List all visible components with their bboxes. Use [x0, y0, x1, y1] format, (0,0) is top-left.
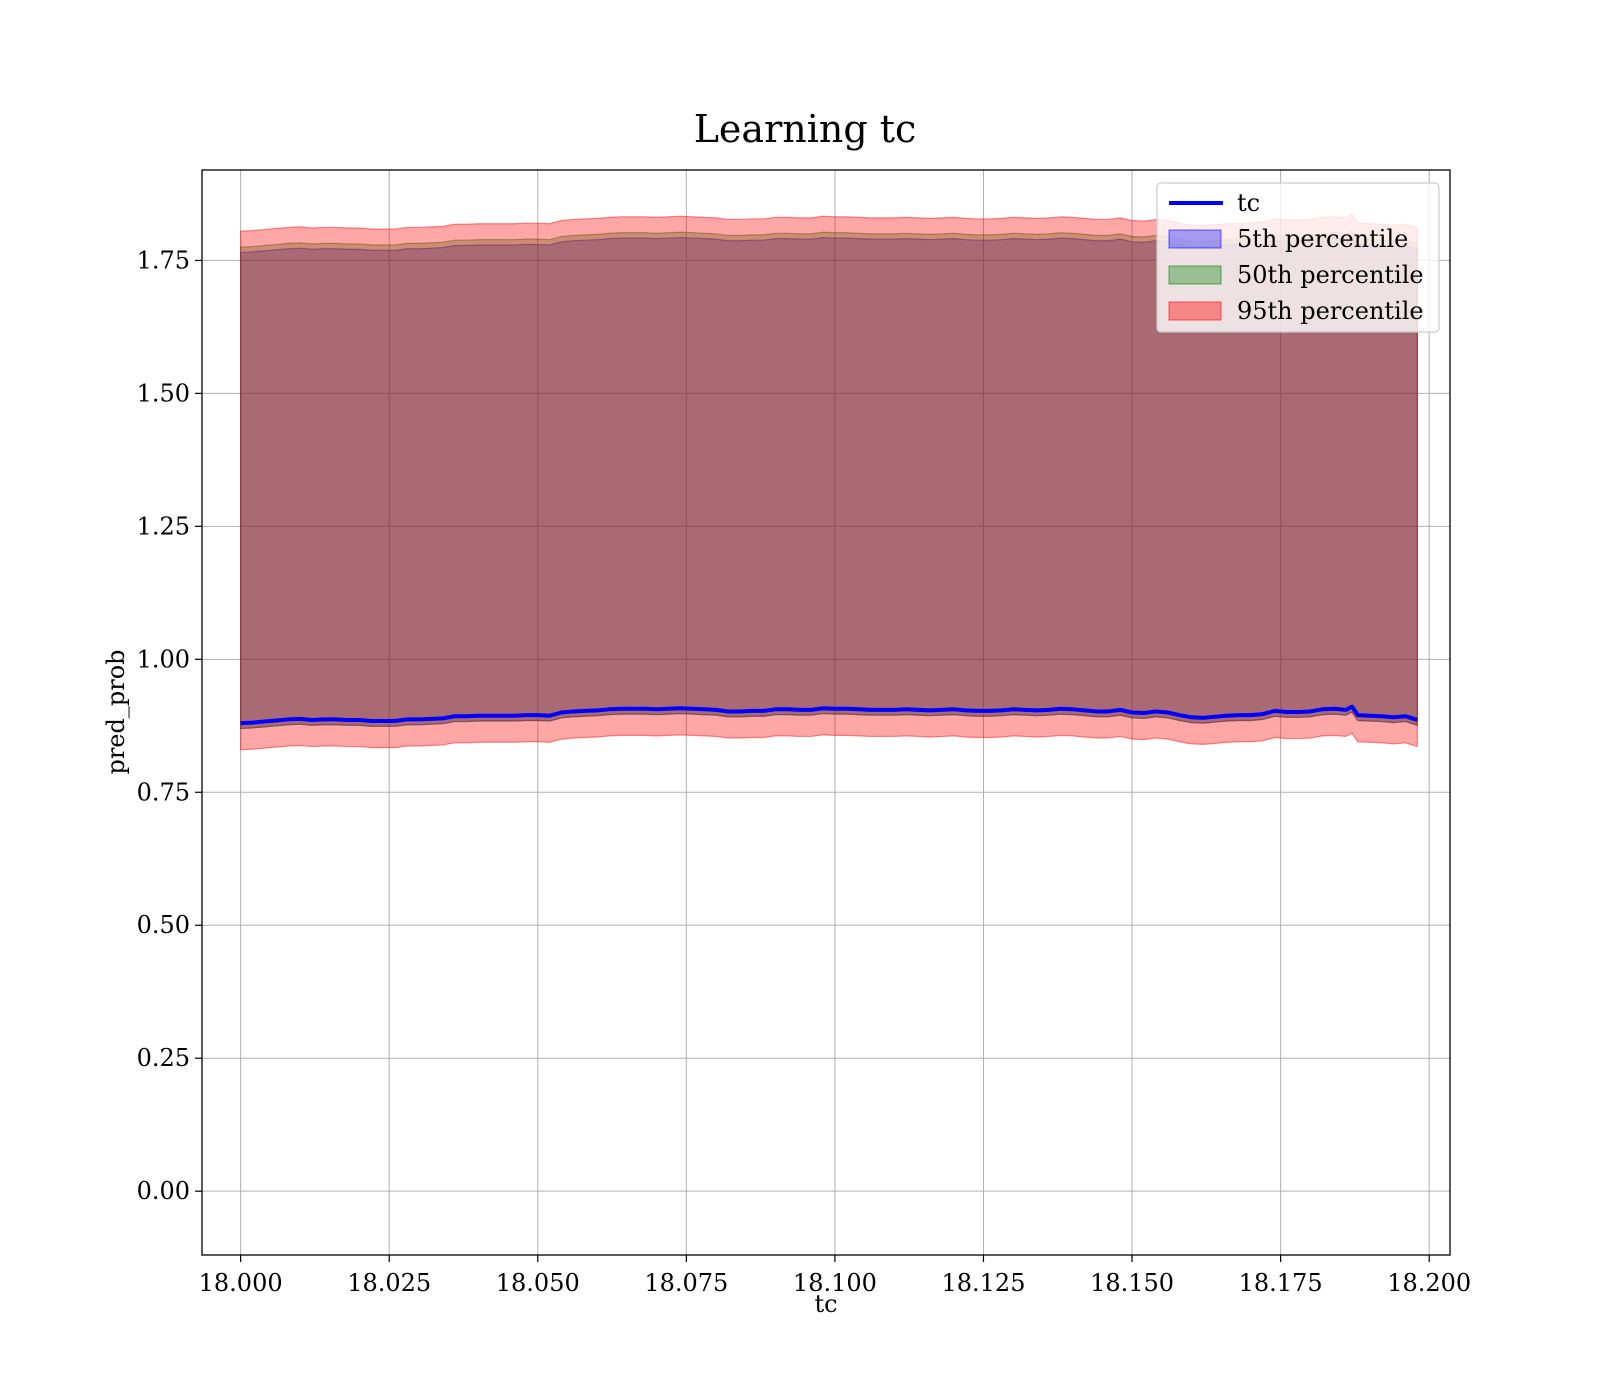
x-tick-label: 18.150	[1090, 1269, 1174, 1297]
y-tick-label: 1.50	[137, 379, 190, 407]
legend-label: 50th percentile	[1237, 261, 1424, 289]
y-tick-label: 0.25	[137, 1044, 190, 1072]
band-5th-percentile	[240, 235, 1418, 730]
x-tick-label: 18.025	[347, 1269, 431, 1297]
y-axis-ticks: 0.00 0.25 0.50 0.75 1.00 1.25 1.50 1.75	[137, 246, 202, 1205]
band-95th-percentile	[240, 213, 1418, 751]
x-tick-label: 18.200	[1387, 1269, 1471, 1297]
y-tick-label: 0.50	[137, 911, 190, 939]
y-tick-label: 1.75	[137, 246, 190, 274]
y-tick-label: 1.25	[137, 512, 190, 540]
plot-area	[202, 170, 1450, 1255]
y-axis-label: pred_prob	[102, 649, 130, 774]
x-tick-label: 18.125	[941, 1269, 1025, 1297]
plot-frame	[201, 169, 1451, 1256]
x-tick-label: 18.050	[496, 1269, 580, 1297]
percentile-bands	[240, 213, 1418, 751]
x-axis-label: tc	[814, 1290, 837, 1318]
legend-label: 5th percentile	[1237, 225, 1408, 253]
x-tick-label: 18.000	[199, 1269, 283, 1297]
chart-title: Learning tc	[694, 107, 917, 151]
x-tick-label: 18.175	[1239, 1269, 1323, 1297]
line-series	[240, 704, 1418, 726]
x-axis-ticks: 18.000 18.025 18.050 18.075 18.100 18.125 18.1…	[199, 1255, 1471, 1297]
legend-swatch	[1168, 301, 1222, 321]
legend-swatch	[1168, 265, 1222, 285]
legend: tc 5th percentile 50th percentile 95th perc…	[1156, 182, 1440, 333]
legend-label: 95th percentile	[1237, 297, 1424, 325]
y-tick-label: 1.00	[137, 645, 190, 673]
legend-swatch	[1168, 229, 1222, 249]
line-tc	[240, 704, 1418, 726]
band-50th-percentile	[240, 229, 1418, 730]
x-tick-label: 18.075	[644, 1269, 728, 1297]
x-tick-label: 18.100	[793, 1269, 877, 1297]
legend-box	[1156, 182, 1440, 333]
y-tick-label: 0.00	[137, 1177, 190, 1205]
y-tick-label: 0.75	[137, 778, 190, 806]
legend-label: tc	[1237, 189, 1260, 217]
